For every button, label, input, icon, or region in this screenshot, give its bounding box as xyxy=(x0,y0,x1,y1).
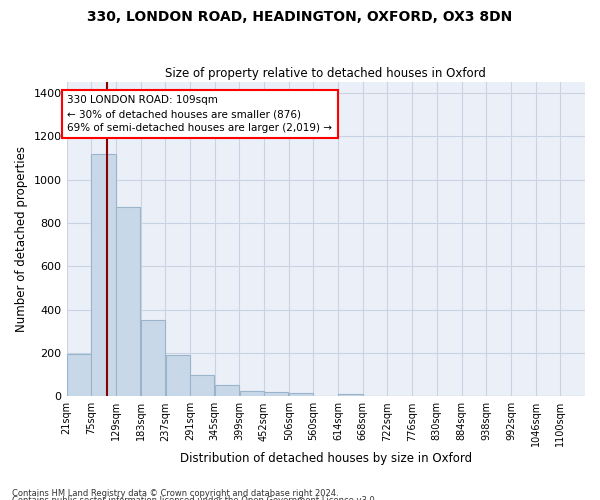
Bar xyxy=(141,320,165,396)
Bar xyxy=(91,154,116,396)
Bar xyxy=(67,354,91,397)
Bar xyxy=(215,386,239,396)
Title: Size of property relative to detached houses in Oxford: Size of property relative to detached ho… xyxy=(166,66,486,80)
Text: 330, LONDON ROAD, HEADINGTON, OXFORD, OX3 8DN: 330, LONDON ROAD, HEADINGTON, OXFORD, OX… xyxy=(88,10,512,24)
Text: Contains HM Land Registry data © Crown copyright and database right 2024.: Contains HM Land Registry data © Crown c… xyxy=(12,488,338,498)
Bar xyxy=(166,355,190,397)
Y-axis label: Number of detached properties: Number of detached properties xyxy=(15,146,28,332)
Bar xyxy=(116,206,140,396)
Bar xyxy=(264,392,289,396)
X-axis label: Distribution of detached houses by size in Oxford: Distribution of detached houses by size … xyxy=(180,452,472,465)
Text: Contains public sector information licensed under the Open Government Licence v3: Contains public sector information licen… xyxy=(12,496,377,500)
Bar xyxy=(190,374,214,396)
Bar xyxy=(239,391,264,396)
Bar xyxy=(338,394,362,396)
Bar xyxy=(289,393,313,396)
Text: 330 LONDON ROAD: 109sqm
← 30% of detached houses are smaller (876)
69% of semi-d: 330 LONDON ROAD: 109sqm ← 30% of detache… xyxy=(67,95,332,133)
